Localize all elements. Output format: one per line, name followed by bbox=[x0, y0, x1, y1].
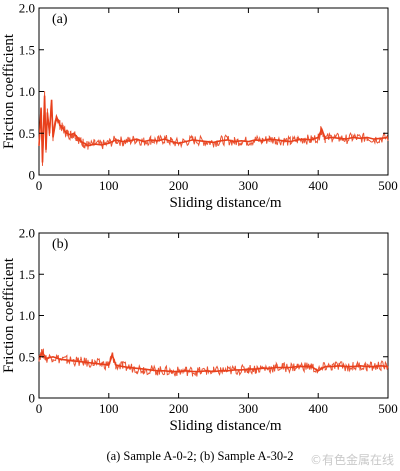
x-tick-label: 100 bbox=[99, 178, 119, 193]
figure-caption: (a) Sample A-0-2; (b) Sample A-30-2 bbox=[106, 449, 294, 463]
plot-frame bbox=[38, 7, 389, 176]
x-tick-label: 100 bbox=[99, 401, 119, 416]
y-tick-label: 0.5 bbox=[19, 126, 35, 141]
x-tick-label: 200 bbox=[169, 178, 189, 193]
x-tick-label: 400 bbox=[308, 401, 328, 416]
x-tick-label: 300 bbox=[239, 401, 259, 416]
x-tick-label: 300 bbox=[239, 178, 259, 193]
series-trace-noise-0 bbox=[38, 91, 389, 166]
x-tick-label: 200 bbox=[169, 401, 189, 416]
y-tick-label: 0 bbox=[29, 168, 36, 183]
y-tick-label: 1.0 bbox=[19, 308, 35, 323]
x-tick-label: 0 bbox=[36, 178, 43, 193]
series-line-0 bbox=[38, 95, 389, 163]
y-tick-label: 1.0 bbox=[19, 84, 35, 99]
series-line-0 bbox=[38, 351, 389, 373]
y-tick-label: 0 bbox=[29, 391, 36, 406]
x-axis-label: Sliding distance/m bbox=[169, 195, 281, 211]
y-tick-label: 2.0 bbox=[19, 226, 35, 241]
y-tick-label: 0.5 bbox=[19, 349, 35, 364]
x-tick-label: 400 bbox=[308, 178, 328, 193]
y-axis-label: Friction coefficient bbox=[1, 257, 17, 373]
chart-panel-a: 0 100 200 300 400 500 0 0.5 1.0 1.5 2.0 (a) Sliding … bbox=[1, 1, 398, 212]
y-tick-label: 1.5 bbox=[19, 267, 35, 282]
chart-panel-b: 0 100 200 300 400 500 0 0.5 1.0 1.5 2.0 (b) Sliding … bbox=[1, 226, 398, 435]
watermark: ©有色金属在线 bbox=[309, 453, 394, 467]
panel-label: (a) bbox=[52, 12, 68, 27]
x-tick-label: 0 bbox=[36, 401, 43, 416]
y-axis-label: Friction coefficient bbox=[1, 33, 17, 149]
x-axis-label: Sliding distance/m bbox=[169, 418, 281, 434]
y-tick-label: 1.5 bbox=[19, 42, 35, 57]
plot-frame bbox=[38, 232, 389, 399]
panel-label: (b) bbox=[52, 237, 69, 252]
y-tick-label: 2.0 bbox=[19, 1, 35, 16]
x-tick-label: 500 bbox=[378, 178, 398, 193]
x-tick-label: 500 bbox=[378, 401, 398, 416]
